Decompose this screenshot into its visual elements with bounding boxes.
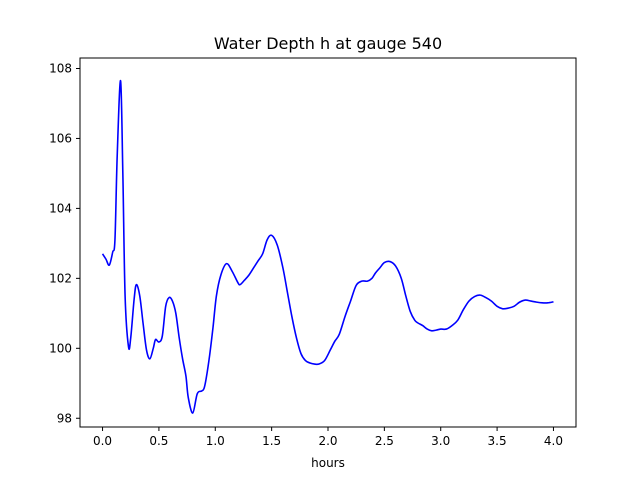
- y-tick-label: 98: [57, 411, 72, 425]
- y-axis-ticks: 98 100 102 104 106 108: [49, 61, 80, 425]
- x-tick-label: 2.5: [375, 434, 394, 448]
- x-axis-ticks: 0.0 0.5 1.0 1.5 2.0 2.5 3.0 3.5 4.0: [93, 427, 563, 448]
- chart-title: Water Depth h at gauge 540: [214, 34, 442, 53]
- series-layer: [101, 79, 554, 414]
- y-tick-label: 102: [49, 271, 72, 285]
- y-tick-label: 100: [49, 341, 72, 355]
- x-tick-label: 0.0: [93, 434, 112, 448]
- x-axis-label: hours: [311, 456, 345, 470]
- y-tick-label: 106: [49, 131, 72, 145]
- x-tick-label: 3.5: [488, 434, 507, 448]
- x-tick-label: 1.0: [206, 434, 225, 448]
- x-tick-label: 1.5: [262, 434, 281, 448]
- y-tick-label: 108: [49, 61, 72, 75]
- series-line-water-depth: [101, 79, 554, 414]
- x-tick-label: 2.0: [318, 434, 337, 448]
- x-tick-label: 3.0: [431, 434, 450, 448]
- x-tick-label: 4.0: [544, 434, 563, 448]
- x-tick-label: 0.5: [149, 434, 168, 448]
- y-tick-label: 104: [49, 201, 72, 215]
